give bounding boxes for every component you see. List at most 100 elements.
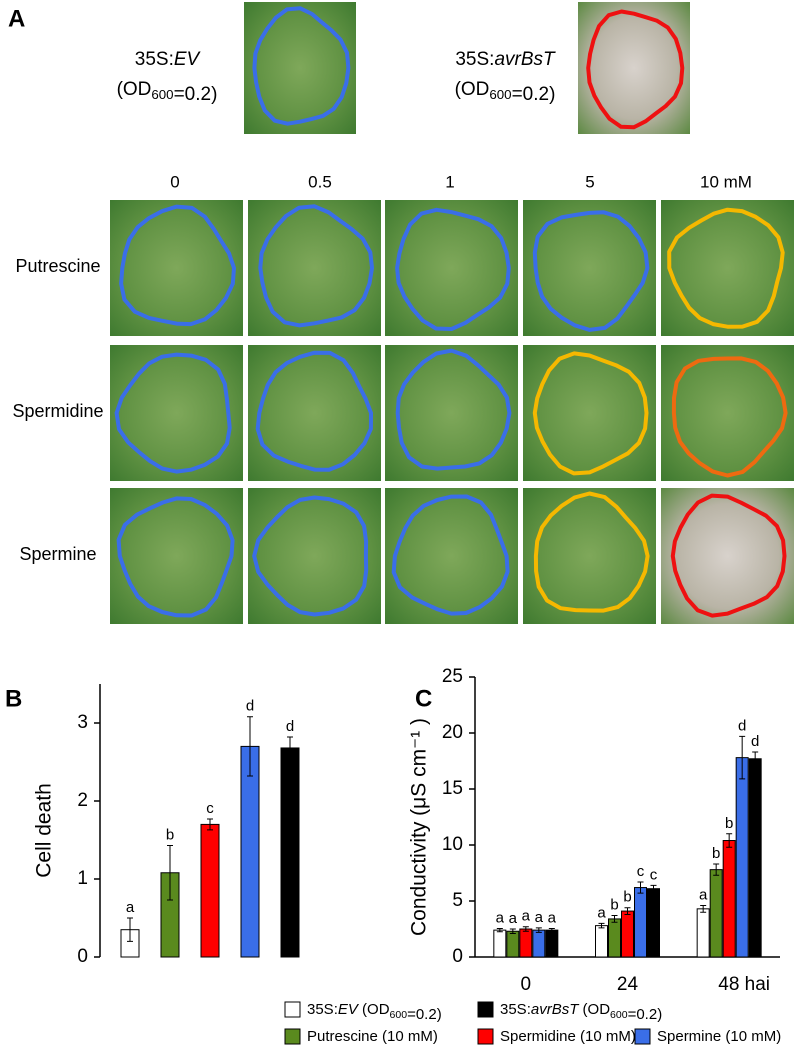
- significance-letter: a: [548, 909, 557, 926]
- legend-label: Putrescine (10 mM): [307, 1028, 438, 1045]
- bar: [240, 745, 260, 958]
- error-bar: [752, 751, 759, 766]
- control-label: (OD600=0.2): [117, 79, 218, 105]
- significance-letter: b: [610, 897, 618, 914]
- lesion-outline: [532, 210, 650, 332]
- significance-letter: d: [246, 698, 254, 715]
- bar: [280, 747, 300, 958]
- panel-label: B: [5, 685, 22, 712]
- lesion-outline: [395, 348, 512, 471]
- legend-label: Spermine (10 mM): [657, 1028, 781, 1045]
- lesion-outline: [395, 207, 511, 331]
- control-label: 35S:avrBsT: [455, 49, 556, 70]
- bar: [634, 887, 647, 958]
- y-tick-label: 25: [442, 666, 463, 687]
- error-bar: [496, 927, 503, 933]
- significance-letter: a: [522, 908, 531, 925]
- lesion-outline: [532, 351, 649, 476]
- concentration-label: 1: [445, 172, 454, 191]
- compound-label: Putrescine: [15, 256, 100, 276]
- lesion-outline: [671, 356, 788, 478]
- lesion-outline: [252, 6, 351, 126]
- lesion-outline: [391, 494, 510, 616]
- leaf-photo: [244, 2, 356, 134]
- leaf-photo: [385, 488, 518, 624]
- significance-letter: d: [738, 717, 746, 734]
- y-tick-label: 0: [452, 946, 463, 967]
- y-tick-label: 15: [442, 778, 463, 799]
- significance-letter: a: [597, 904, 606, 921]
- compound-label: Spermine: [19, 544, 96, 564]
- error-bar: [611, 915, 618, 923]
- bar: [722, 840, 736, 958]
- concentration-label: 10 mM: [700, 172, 752, 191]
- error-bar: [637, 881, 644, 894]
- compound-label: Spermidine: [12, 401, 103, 421]
- significance-letter: d: [286, 718, 294, 735]
- y-tick-label: 20: [442, 722, 463, 743]
- error-bar: [548, 927, 555, 933]
- leaf-photo: [110, 488, 243, 624]
- leaf-photo: [248, 345, 381, 481]
- control-label: 35S:EV: [135, 49, 202, 70]
- error-bar: [739, 735, 746, 780]
- y-tick-label: 0: [77, 946, 88, 967]
- lesion-outline: [116, 496, 235, 618]
- x-tick-label: 0: [521, 974, 532, 995]
- leaf-photo: [661, 345, 794, 481]
- error-bar: [535, 927, 542, 933]
- leaf-photo: [385, 345, 518, 481]
- error-bar: [247, 716, 253, 777]
- legend-swatch: [284, 1001, 301, 1018]
- concentration-label: 5: [585, 172, 594, 191]
- legend-swatch: [634, 1028, 651, 1045]
- legend-swatch: [477, 1001, 494, 1018]
- y-tick-label: 2: [77, 790, 88, 811]
- x-tick-label: 24: [617, 974, 639, 995]
- leaf-photo: [110, 200, 243, 336]
- leaf-photo: [248, 488, 381, 624]
- lesion-outline: [119, 204, 236, 327]
- bar: [748, 758, 762, 958]
- bar: [621, 910, 634, 958]
- control-label: (OD600=0.2): [455, 79, 556, 105]
- leaf-photo: [523, 345, 656, 481]
- significance-letter: c: [206, 800, 214, 817]
- significance-letter: b: [712, 845, 720, 862]
- error-bar: [598, 922, 605, 929]
- concentration-label: 0: [170, 172, 179, 191]
- significance-letter: a: [496, 909, 505, 926]
- y-tick-label: 10: [442, 834, 463, 855]
- significance-letter: b: [623, 889, 631, 906]
- leaf-photo: [523, 488, 656, 624]
- significance-letter: a: [535, 909, 544, 926]
- significance-letter: b: [725, 815, 733, 832]
- y-tick-label: 3: [77, 712, 88, 733]
- lesion-outline: [255, 350, 373, 472]
- lesion-outline: [667, 207, 785, 329]
- legend-swatch: [284, 1028, 301, 1045]
- bar: [200, 823, 220, 958]
- bar: [709, 869, 723, 958]
- error-bar: [700, 904, 707, 913]
- significance-letter: b: [166, 826, 174, 843]
- y-tick-label: 1: [77, 868, 88, 889]
- significance-letter: c: [650, 866, 658, 883]
- error-bar: [167, 844, 173, 901]
- bar: [608, 918, 621, 958]
- lesion-outline: [258, 204, 374, 328]
- error-bar: [207, 818, 213, 831]
- error-bar: [726, 833, 733, 848]
- error-bar: [650, 884, 657, 893]
- error-bar: [713, 863, 720, 876]
- x-tick-label: 48 hai: [718, 974, 770, 995]
- lesion-outline: [670, 493, 787, 618]
- leaf-photo: [661, 488, 794, 624]
- bar: [493, 929, 507, 958]
- panel-label: C: [415, 685, 432, 712]
- legend-label: 35S:EV (OD600=0.2): [307, 1001, 442, 1023]
- significance-letter: a: [126, 899, 135, 916]
- bar: [735, 757, 749, 958]
- leaf-photo: [110, 345, 243, 481]
